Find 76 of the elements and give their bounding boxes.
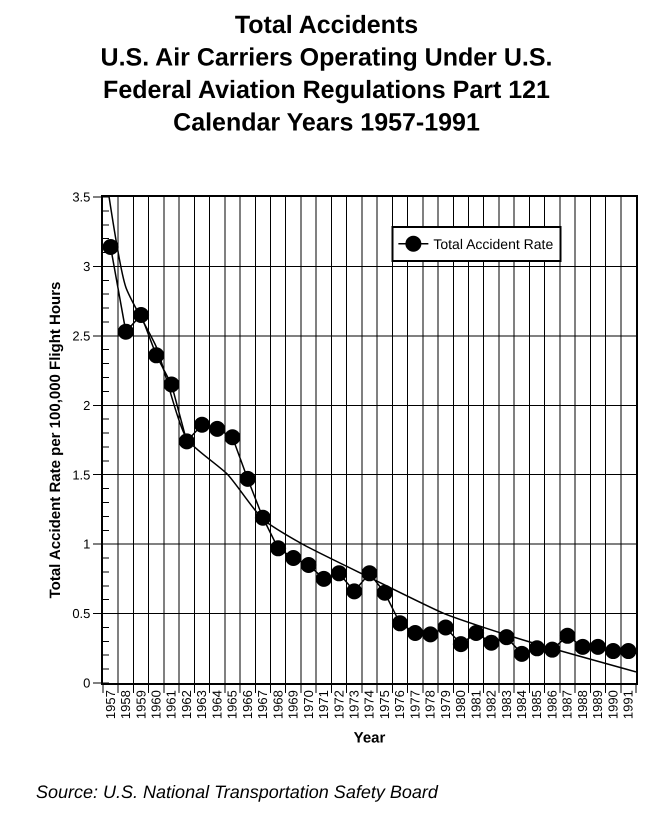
x-axis-title: Year (354, 730, 386, 747)
x-tick-label: 1971 (316, 690, 332, 720)
point (574, 638, 591, 655)
point (422, 626, 438, 642)
point (362, 565, 378, 582)
y-axis-title: Total Accident Rate per 100,000 Flight Hours (47, 282, 64, 598)
point (376, 584, 393, 601)
point (620, 643, 636, 660)
x-tick-label: 1991 (620, 690, 636, 720)
point (452, 636, 469, 652)
y-tick-label: 0.5 (72, 606, 90, 622)
point (605, 643, 622, 660)
point (270, 540, 286, 556)
x-tick-label: 1979 (438, 690, 453, 720)
point (240, 470, 256, 487)
x-tick-label: 1976 (392, 690, 408, 720)
x-tick-label: 1983 (498, 690, 514, 720)
point (118, 324, 134, 340)
x-tick-label: 1969 (286, 690, 301, 720)
legend-label: Total Accident Rate (433, 236, 554, 252)
point (209, 420, 226, 437)
point (331, 565, 348, 582)
x-tick-label: 1981 (468, 690, 484, 720)
x-tick-label: 1990 (605, 690, 620, 720)
x-tick-label: 1965 (224, 690, 240, 720)
point (559, 628, 576, 644)
point (468, 625, 484, 642)
point (103, 238, 119, 255)
x-tick-label: 1964 (209, 690, 224, 720)
point (194, 416, 210, 433)
x-tick-label: 1962 (178, 690, 194, 720)
y-tick-label: 3 (83, 258, 90, 274)
x-tick-label: 1963 (194, 690, 210, 720)
point (590, 638, 606, 655)
x-tick-label: 1968 (270, 690, 286, 720)
x-tick-label: 1980 (453, 690, 468, 720)
x-tick-label: 1958 (118, 690, 134, 720)
x-tick-label: 1974 (362, 690, 377, 720)
point (392, 615, 408, 632)
x-tick-label: 1987 (560, 690, 575, 720)
point (164, 376, 180, 392)
x-tick-label: 1959 (133, 690, 148, 720)
x-tick-label: 1978 (422, 690, 438, 720)
x-tick-label: 1967 (255, 690, 270, 720)
y-tick-label: 2.5 (72, 328, 90, 344)
point (224, 429, 240, 446)
x-tick-label: 1988 (574, 690, 590, 720)
x-tick-label: 1973 (346, 690, 362, 720)
point (407, 625, 424, 642)
chart-title: Total Accidents U.S. Air Carriers Operating Under U.S. Federal Aviation Regulations Part 121 Calendar Years 1957-1991 (100, 10, 552, 136)
y-tick-label: 1 (83, 536, 90, 552)
x-tick-label: 1977 (407, 690, 422, 720)
y-tick-label: 2 (83, 398, 90, 413)
x-tick-label: 1985 (529, 690, 544, 720)
point (438, 619, 454, 636)
point (285, 550, 302, 566)
y-tick-label: 0 (83, 676, 90, 691)
x-tick-label: 1970 (300, 690, 316, 720)
x-tick-label: 1986 (544, 690, 560, 720)
x-tick-label: 1982 (484, 690, 499, 720)
x-tick-label: 1975 (376, 690, 392, 720)
point (300, 556, 317, 573)
x-tick-label: 1961 (164, 690, 179, 720)
x-tick-label: 1957 (102, 690, 118, 720)
x-tick-label: 1972 (331, 690, 346, 720)
point (316, 570, 332, 587)
x-tick-label: 1989 (590, 690, 606, 720)
y-tick-label: 1.5 (72, 467, 90, 482)
x-tick-label: 1984 (514, 690, 530, 720)
point (514, 646, 530, 662)
x-tick-label: 1960 (148, 690, 164, 720)
y-tick-label: 3.5 (72, 190, 90, 205)
source-note: Source: U.S. National Transportation Safety Board (36, 782, 439, 802)
point (346, 583, 362, 600)
point (483, 634, 500, 651)
x-tick-label: 1966 (240, 690, 255, 720)
